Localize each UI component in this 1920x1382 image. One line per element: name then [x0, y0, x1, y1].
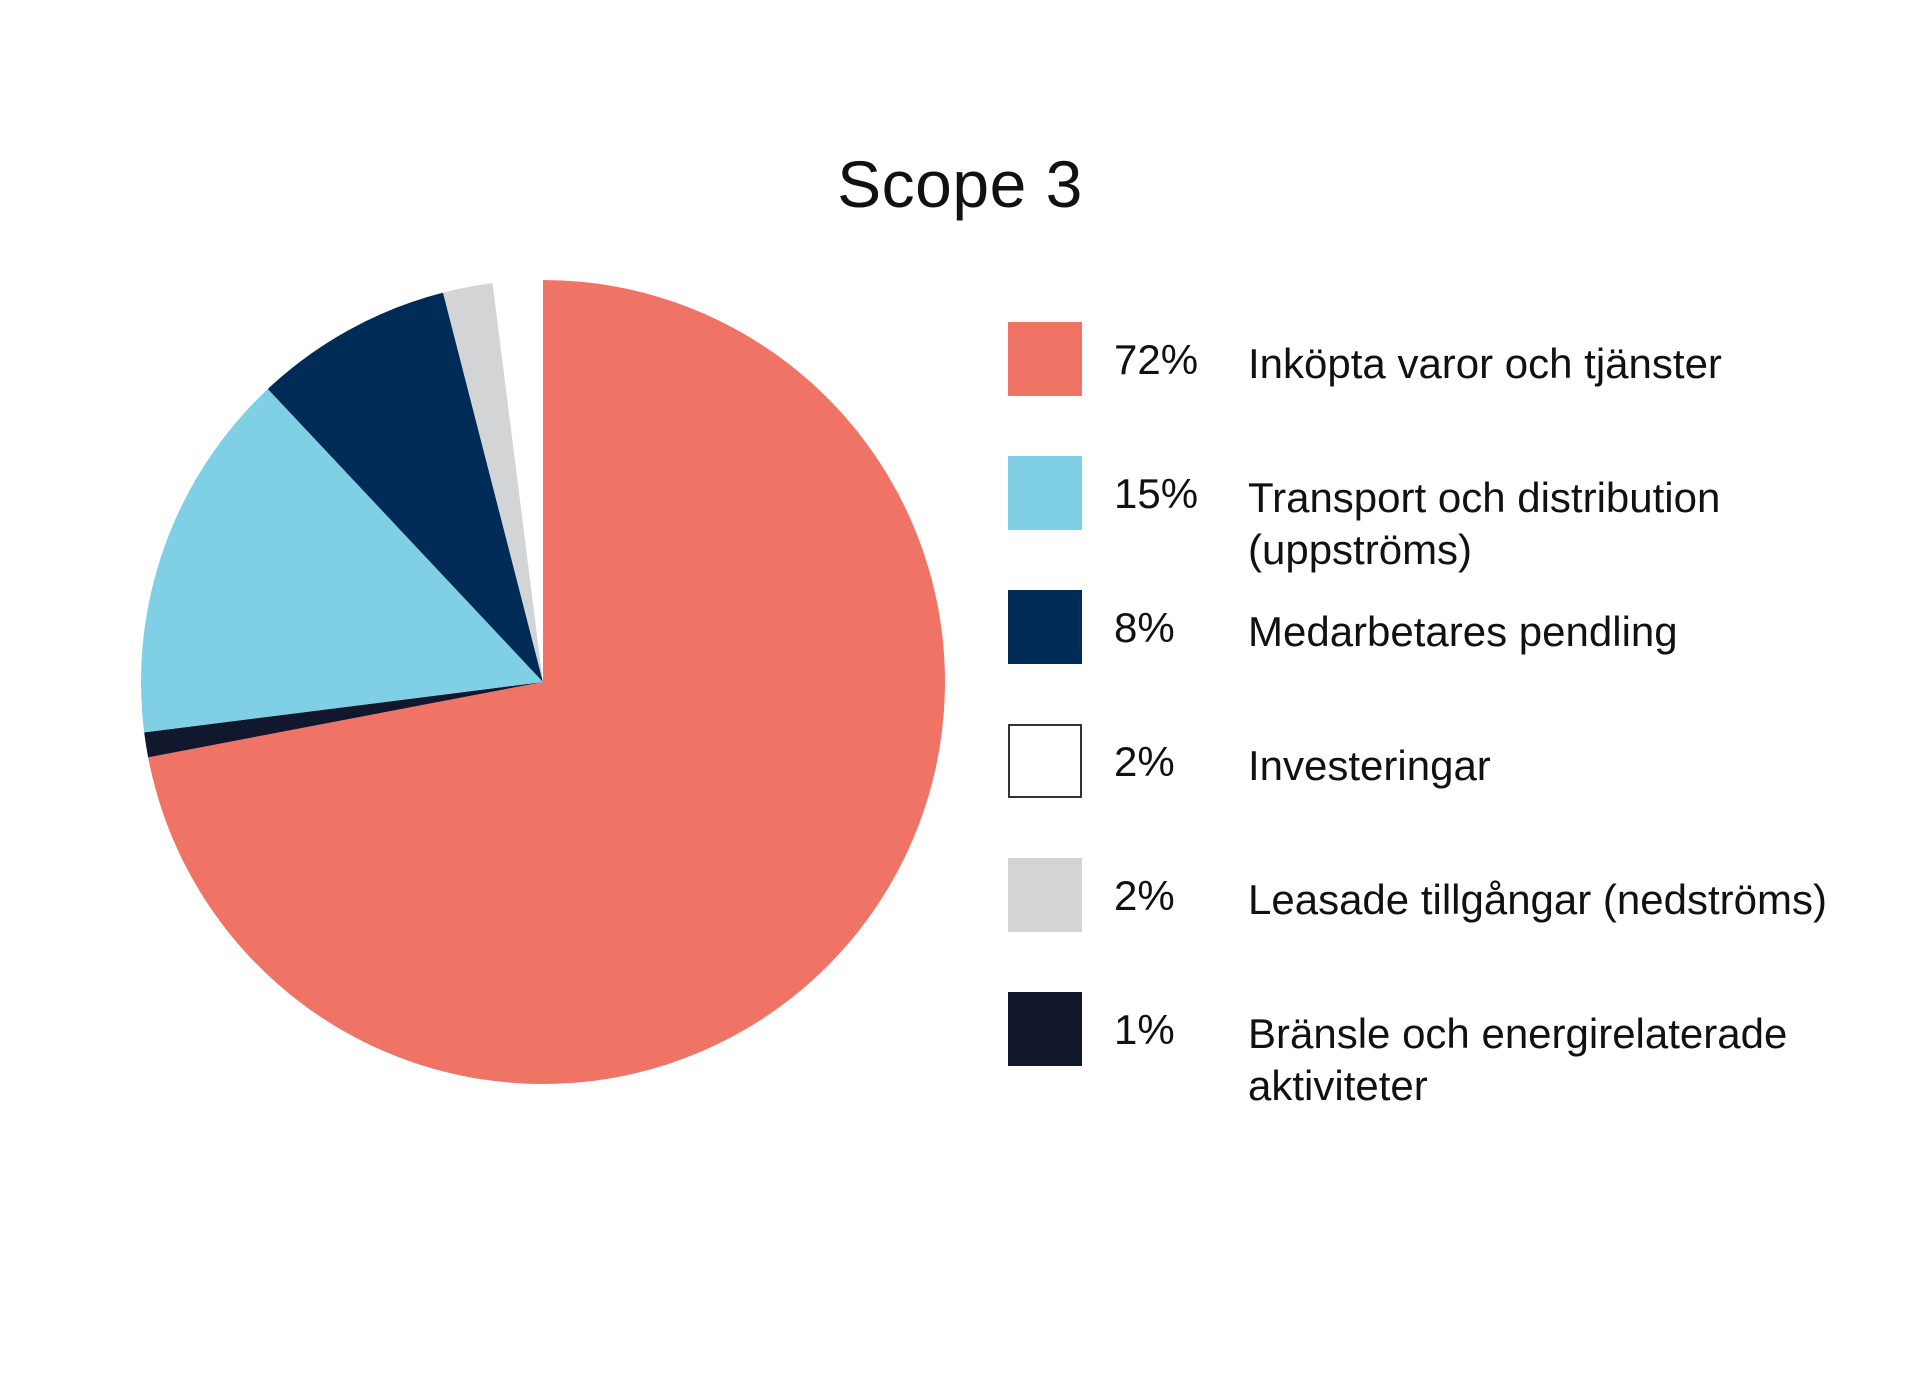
legend-swatch — [1008, 724, 1082, 798]
legend-swatch — [1008, 858, 1082, 932]
legend-swatch — [1008, 322, 1082, 396]
pie-slice-0 — [148, 280, 945, 1084]
chart-title: Scope 3 — [837, 147, 1083, 221]
legend-label: Inköpta varor och tjänster — [1248, 340, 1722, 387]
pie-slice-1 — [144, 682, 543, 758]
pie-slice-4 — [443, 283, 543, 682]
pie-slice-5 — [492, 280, 543, 682]
legend-percentage: 15% — [1114, 470, 1199, 517]
legend-percentage: 2% — [1114, 872, 1175, 919]
legend-label: Bränsle och energirelaterade aktiviteter — [1248, 1010, 1788, 1109]
legend-percentage: 8% — [1114, 604, 1175, 651]
legend-percentage: 1% — [1114, 1006, 1175, 1053]
legend-swatch — [1008, 992, 1082, 1066]
legend-percentage: 2% — [1114, 738, 1175, 785]
legend-percentage: 72% — [1114, 336, 1199, 383]
pie-slice-2 — [141, 388, 543, 733]
pie-chart — [141, 280, 945, 1084]
legend-label: Leasade tillgångar (nedströms) — [1248, 876, 1827, 923]
legend-label: Transport och distribution (uppströms) — [1248, 474, 1721, 573]
legend-swatch — [1008, 456, 1082, 530]
legend-label: Medarbetares pendling — [1248, 608, 1678, 655]
legend-swatch — [1008, 590, 1082, 664]
pie-slice-3 — [267, 292, 543, 682]
legend-label: Investeringar — [1248, 742, 1491, 789]
